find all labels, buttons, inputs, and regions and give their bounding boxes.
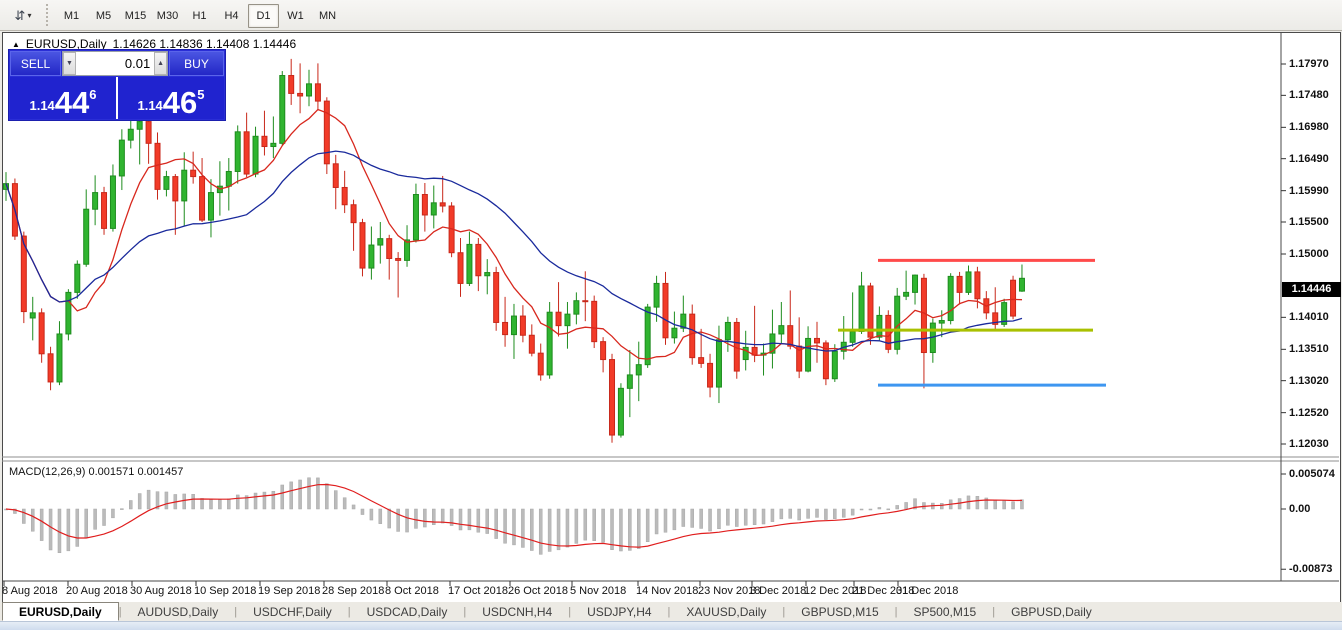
chart-tab-audusd-daily[interactable]: AUDUSD,Daily bbox=[137, 604, 219, 619]
chart-tab-xauusd-daily[interactable]: XAUUSD,Daily bbox=[686, 604, 767, 619]
sell-price-panel[interactable]: 1.14 44 6 bbox=[10, 77, 116, 119]
tab-separator: | bbox=[118, 605, 122, 618]
price-axis-tick: 1.16490 bbox=[1289, 152, 1329, 165]
lot-size-stepper: ▼ ▲ bbox=[62, 51, 168, 76]
buy-price-prefix: 1.14 bbox=[137, 98, 163, 113]
timeframe-button-h4[interactable]: H4 bbox=[224, 10, 239, 22]
price-axis-tick: 1.17970 bbox=[1289, 58, 1329, 70]
date-axis-label: 21 Dec 2018 bbox=[852, 585, 915, 597]
date-axis-label: 3 Dec 2018 bbox=[750, 585, 807, 597]
macd-main-value: 0.001571 bbox=[88, 466, 135, 478]
date-axis-label: 31 Dec 2018 bbox=[896, 585, 959, 597]
chart-title: ▲ EURUSD,Daily 1.14626 1.14836 1.14408 1… bbox=[12, 37, 296, 51]
timeframe-button-d1[interactable]: D1 bbox=[248, 4, 279, 28]
chart-ohlc-values: 1.14626 1.14836 1.14408 1.14446 bbox=[112, 37, 297, 51]
buy-price-panel[interactable]: 1.14 46 5 bbox=[118, 77, 224, 119]
buy-price-big: 46 bbox=[162, 84, 198, 120]
chart-tab-usdcad-daily[interactable]: USDCAD,Daily bbox=[366, 604, 448, 619]
candles-shift-icon: ⇵ bbox=[14, 8, 26, 23]
chart-tab-eurusd-daily[interactable]: EURUSD,Daily bbox=[2, 602, 119, 621]
price-axis-tick: 1.17480 bbox=[1289, 89, 1329, 102]
chart-tab-usdcnh-h4[interactable]: USDCNH,H4 bbox=[482, 604, 553, 619]
collapse-triangle-icon[interactable]: ▲ bbox=[12, 39, 20, 49]
price-axis-tick: 1.14010 bbox=[1289, 311, 1329, 324]
timeframe-button-m30[interactable]: M30 bbox=[156, 10, 179, 22]
buy-button[interactable]: BUY bbox=[169, 51, 224, 76]
chart-symbol-label: EURUSD,Daily bbox=[25, 37, 107, 51]
price-axis-tick: 1.15500 bbox=[1289, 216, 1329, 228]
timeframe-button-m1[interactable]: M1 bbox=[63, 10, 80, 22]
sell-price-prefix: 1.14 bbox=[29, 98, 55, 113]
chart-surface[interactable] bbox=[2, 32, 1339, 601]
date-axis-label: 5 Nov 2018 bbox=[570, 585, 627, 597]
chart-tab-usdchf-daily[interactable]: USDCHF,Daily bbox=[253, 604, 332, 619]
date-axis-label: 8 Oct 2018 bbox=[385, 585, 439, 597]
chart-tab-gbpusd-m15[interactable]: GBPUSD,M15 bbox=[801, 604, 879, 619]
date-axis-label: 23 Nov 2018 bbox=[698, 585, 761, 597]
date-axis-label: 30 Aug 2018 bbox=[130, 585, 192, 597]
date-axis-label: 28 Sep 2018 bbox=[322, 585, 385, 597]
chart-tab-bar: EURUSD,Daily | AUDUSD,Daily | USDCHF,Daily | U… bbox=[0, 602, 1342, 621]
chart-tab-sp500-m15[interactable]: SP500,M15 bbox=[913, 604, 977, 619]
price-axis-tick: 1.13510 bbox=[1289, 343, 1329, 356]
tab-separator: | bbox=[894, 605, 898, 618]
date-axis-label: 10 Sep 2018 bbox=[194, 585, 257, 597]
price-axis-tick: 1.15990 bbox=[1289, 184, 1329, 197]
macd-name: MACD(12,26,9) bbox=[9, 466, 86, 478]
chart-tab-usdjpy-h4[interactable]: USDJPY,H4 bbox=[587, 604, 652, 619]
chart-window bbox=[2, 32, 1341, 603]
chart-tab-gbpusd-daily[interactable]: GBPUSD,Daily bbox=[1011, 604, 1092, 619]
timeframe-button-mn[interactable]: MN bbox=[318, 10, 337, 22]
price-axis-tick: 1.15000 bbox=[1289, 248, 1329, 260]
lot-size-input[interactable] bbox=[75, 52, 155, 75]
price-axis-tick: 1.16980 bbox=[1289, 121, 1329, 134]
date-axis-label: 12 Dec 2018 bbox=[804, 585, 867, 597]
toolbar-separator bbox=[46, 4, 51, 26]
date-axis-label: 20 Aug 2018 bbox=[66, 585, 128, 597]
macd-signal-value: 0.001457 bbox=[137, 466, 184, 478]
date-axis-label: 26 Oct 2018 bbox=[508, 585, 568, 597]
timeframe-button-m5[interactable]: M5 bbox=[95, 10, 112, 22]
date-axis-label: 14 Nov 2018 bbox=[636, 585, 699, 597]
tab-separator: | bbox=[782, 605, 786, 618]
timeframe-button-w1[interactable]: W1 bbox=[287, 10, 304, 22]
chevron-down-icon: ▾ bbox=[27, 11, 32, 20]
price-axis-tick: 1.12520 bbox=[1289, 406, 1329, 419]
price-axis-tick: 1.13020 bbox=[1289, 374, 1329, 387]
tab-separator: | bbox=[347, 605, 351, 618]
timeframe-button-m15[interactable]: M15 bbox=[124, 10, 147, 22]
macd-axis-tick: 0.00 bbox=[1289, 503, 1311, 515]
tab-separator: | bbox=[992, 605, 996, 618]
lot-increase-button[interactable]: ▲ bbox=[154, 52, 168, 75]
lot-decrease-button[interactable]: ▼ bbox=[63, 52, 76, 75]
current-price-badge: 1.14446 bbox=[1282, 281, 1341, 297]
chart-tools-button[interactable]: ⇵ ▾ bbox=[5, 3, 41, 28]
timeframe-bar: M1 M5 M15 M30 H1 H4 D1 W1 MN bbox=[56, 4, 344, 28]
tab-separator: | bbox=[568, 605, 572, 618]
tab-scrollbar[interactable] bbox=[0, 621, 1342, 630]
macd-indicator-label: MACD(12,26,9) 0.001571 0.001457 bbox=[9, 466, 183, 478]
macd-axis-tick: -0.00873 bbox=[1289, 563, 1333, 576]
timeframe-button-h1[interactable]: H1 bbox=[192, 10, 207, 22]
date-axis-label: 17 Oct 2018 bbox=[448, 585, 508, 597]
date-axis-label: 19 Sep 2018 bbox=[258, 585, 321, 597]
one-click-trade-panel: SELL ▼ ▲ BUY 1.14 44 6 1.14 46 5 bbox=[8, 49, 226, 121]
sell-price-big: 44 bbox=[54, 84, 90, 120]
macd-axis-tick: 0.005074 bbox=[1289, 467, 1335, 480]
price-axis-tick: 1.12030 bbox=[1289, 438, 1329, 450]
tab-separator: | bbox=[463, 605, 467, 618]
tab-separator: | bbox=[234, 605, 238, 618]
buy-price-pipette: 5 bbox=[197, 87, 205, 102]
sell-price-pipette: 6 bbox=[89, 87, 97, 102]
date-axis-label: 8 Aug 2018 bbox=[2, 585, 58, 597]
sell-button[interactable]: SELL bbox=[10, 51, 61, 76]
top-toolbar: ⇵ ▾ M1 M5 M15 M30 H1 H4 D1 W1 MN bbox=[0, 0, 1342, 31]
tab-separator: | bbox=[667, 605, 671, 618]
